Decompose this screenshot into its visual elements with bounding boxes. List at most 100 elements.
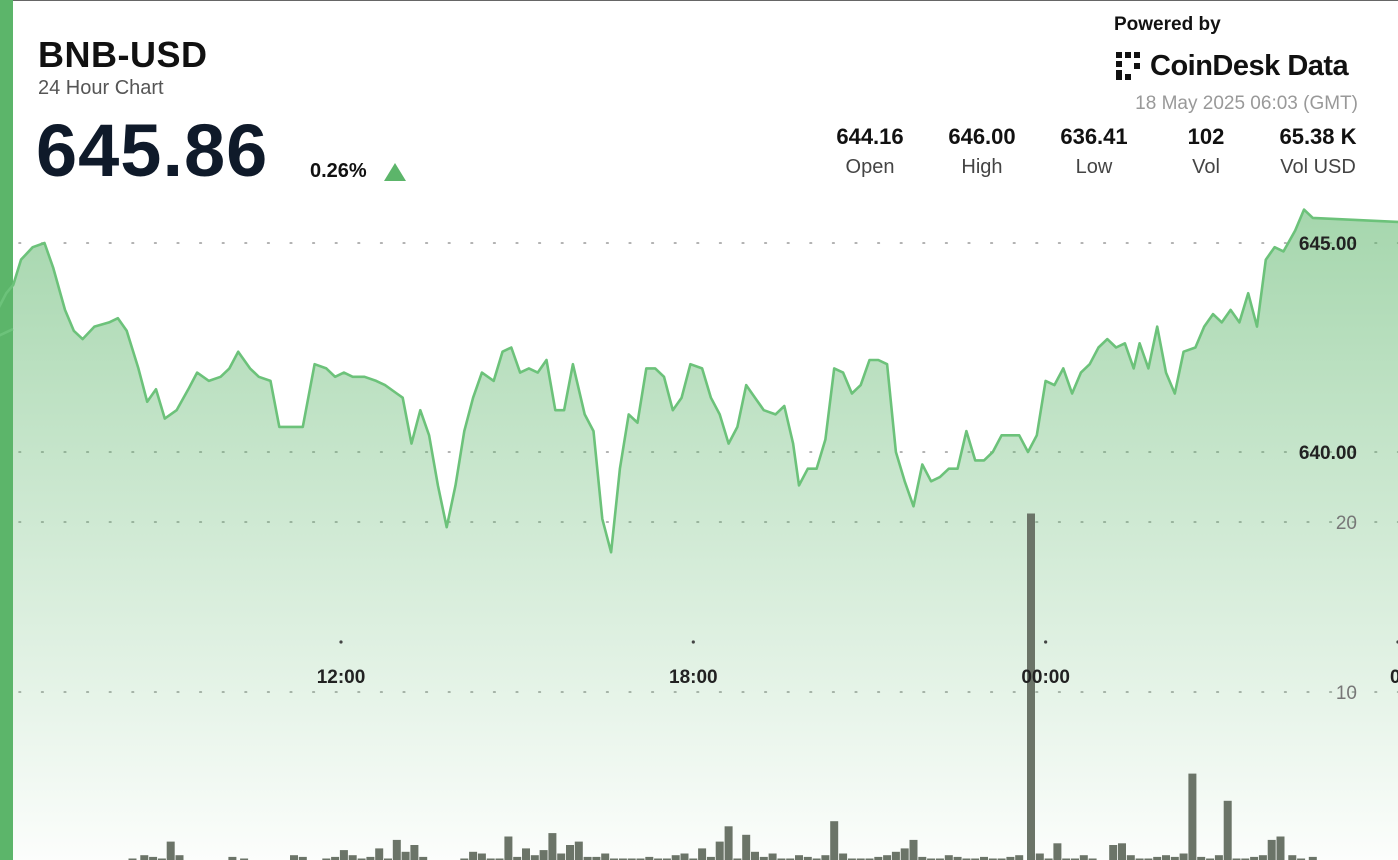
volume-bar <box>513 856 522 860</box>
volume-bar <box>486 858 495 860</box>
volume-bar <box>742 834 751 860</box>
volume-bar <box>322 858 331 860</box>
volume-bar <box>1258 855 1267 860</box>
volume-bar <box>1214 855 1223 860</box>
volume-bar <box>1071 858 1079 860</box>
volume-bar <box>566 845 574 860</box>
volume-bar <box>1297 858 1306 860</box>
volume-bar <box>157 858 166 860</box>
volume-bar <box>1118 843 1126 860</box>
volume-bar <box>1232 858 1241 860</box>
x-tick-mark <box>339 640 343 644</box>
volume-bar <box>410 845 419 860</box>
volume-bar <box>548 833 557 860</box>
volume-bar <box>460 858 469 860</box>
volume-bar <box>601 853 610 860</box>
volume-bar <box>900 848 909 860</box>
volume-bar <box>927 858 936 860</box>
stat-vol-usd: 65.38 K Vol USD <box>1262 124 1374 179</box>
volume-bar <box>375 848 384 860</box>
volume-bar <box>636 858 645 860</box>
volume-bar <box>1276 836 1285 860</box>
volume-bar <box>175 855 184 860</box>
volume-bar <box>627 858 636 860</box>
volume-bar <box>1126 855 1135 860</box>
volume-bar <box>865 858 874 860</box>
volume-bar <box>1267 839 1276 860</box>
volume-bar <box>935 858 944 860</box>
x-tick-label: 00:00 <box>1021 667 1070 688</box>
stats-row: 644.16 Open 646.00 High 636.41 Low 102 V… <box>0 124 1398 184</box>
volume-bar <box>724 826 733 860</box>
volume-bar <box>392 839 401 860</box>
volume-bar <box>645 856 654 860</box>
volume-bar <box>997 858 1006 860</box>
volume-bar <box>618 858 627 860</box>
volume-bar <box>240 858 249 860</box>
volume-bar <box>166 841 175 860</box>
volume-bar <box>495 858 504 860</box>
volume-bar <box>290 855 298 860</box>
volume-bar <box>654 858 663 860</box>
volume-bar <box>874 856 883 860</box>
x-tick-mark <box>1044 640 1048 644</box>
stat-label: High <box>961 156 1003 178</box>
volume-bar <box>733 858 742 860</box>
volume-bar <box>1088 858 1097 860</box>
price-area <box>0 209 1398 860</box>
volume-bar <box>348 855 357 860</box>
x-tick-mark <box>691 640 695 644</box>
stat-value: 636.41 <box>1060 124 1128 149</box>
volume-bar <box>1206 858 1215 860</box>
accent-bar <box>0 0 13 860</box>
current-price: 645.86 <box>36 109 269 192</box>
volume-bar <box>883 855 892 860</box>
volume-bar <box>662 858 671 860</box>
volume-axis-label: 10 <box>1336 683 1357 704</box>
volume-bar <box>988 858 997 860</box>
volume-bar <box>812 858 821 860</box>
volume-bar <box>384 858 392 860</box>
volume-bar <box>140 855 149 860</box>
volume-bar <box>962 858 971 860</box>
volume-bar <box>366 856 375 860</box>
ticker-symbol: BNB-USD <box>38 34 208 75</box>
stat-value: 644.16 <box>836 124 904 149</box>
price-line <box>0 208 1398 554</box>
coindesk-mark-icon <box>1116 52 1140 80</box>
volume-bar <box>539 850 548 860</box>
volume-bar <box>768 853 777 860</box>
volume-bar <box>522 848 530 860</box>
volume-bar <box>795 855 803 860</box>
volume-bar <box>1109 845 1118 860</box>
stat-high: 646.00 High <box>926 124 1038 179</box>
volume-bar <box>419 856 428 860</box>
volume-bar <box>1250 856 1259 860</box>
coindesk-logo: CoinDesk Data <box>1114 46 1349 86</box>
volume-bar <box>1188 773 1197 860</box>
volume-bar <box>1062 858 1071 860</box>
price-change: 0.26% <box>310 160 367 182</box>
volume-bar <box>891 851 900 860</box>
x-tick-label: 12:00 <box>317 667 366 688</box>
volume-bar <box>777 858 786 860</box>
volume-bar <box>331 856 340 860</box>
volume-bar <box>698 848 707 860</box>
volume-bar <box>574 841 583 860</box>
stat-label: Vol USD <box>1280 156 1356 178</box>
volume-bar <box>1288 855 1297 860</box>
chart-subtitle: 24 Hour Chart <box>38 77 164 99</box>
volume-bar <box>786 858 795 860</box>
volume-bar <box>149 856 158 860</box>
volume-bar <box>592 856 601 860</box>
volume-bar <box>1144 858 1153 860</box>
volume-bar <box>689 858 698 860</box>
volume-bar <box>803 856 812 860</box>
x-tick-label: 06: <box>1390 667 1398 688</box>
volume-bar <box>847 858 856 860</box>
volume-bar <box>839 853 848 860</box>
volume-bar <box>918 856 927 860</box>
volume-bar <box>504 836 513 860</box>
volume-bar <box>128 858 137 860</box>
